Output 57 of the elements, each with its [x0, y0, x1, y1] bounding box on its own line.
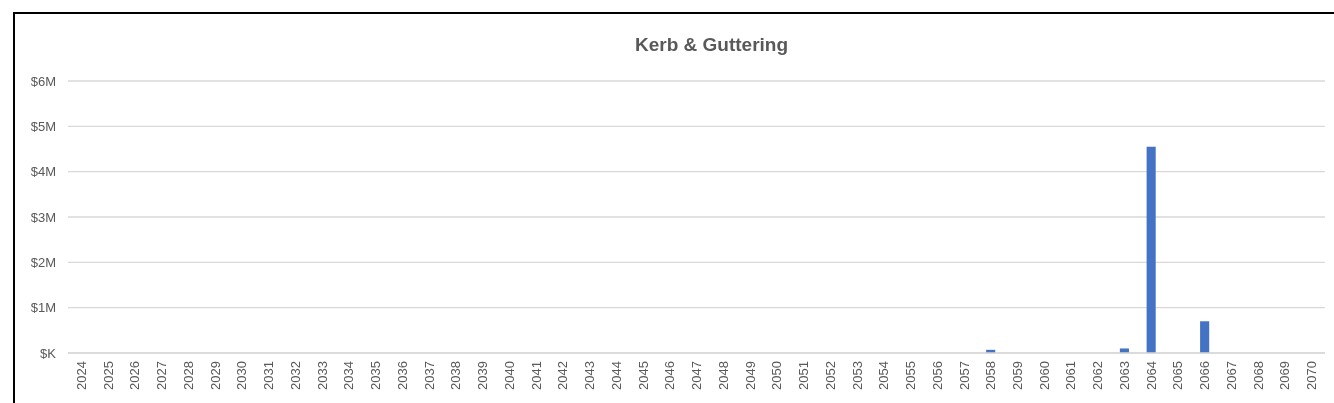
x-tick-label: 2031: [261, 361, 277, 390]
x-tick-label: 2068: [1250, 361, 1266, 390]
x-tick-label: 2038: [448, 361, 464, 390]
x-tick-label: 2067: [1223, 361, 1239, 390]
x-tick-label: 2043: [582, 361, 598, 390]
chart-title: Kerb & Guttering: [634, 34, 789, 55]
x-tick-label: 2049: [742, 361, 758, 390]
x-tick-label: 2053: [849, 361, 865, 390]
x-tick-label: 2051: [796, 361, 812, 390]
x-tick-label: 2062: [1090, 361, 1106, 390]
x-tick-label: 2063: [1116, 361, 1132, 390]
x-tick-label: 2064: [1143, 361, 1159, 390]
x-tick-label: 2058: [983, 361, 999, 390]
x-tick-label: 2046: [662, 361, 678, 390]
x-tick-label: 2037: [421, 361, 437, 390]
x-tick-label: 2024: [73, 361, 89, 390]
x-tick-label: 2042: [555, 361, 571, 390]
x-tick-label: 2033: [314, 361, 330, 390]
x-tick-label: 2039: [475, 361, 491, 390]
x-tick-label: 2055: [903, 361, 919, 390]
x-tick-label: 2059: [1009, 361, 1025, 390]
x-tick-label: 2066: [1197, 361, 1213, 390]
x-tick-label: 2054: [876, 361, 892, 390]
y-tick-label: $6M: [30, 73, 56, 89]
x-tick-label: 2036: [394, 361, 410, 390]
x-tick-label: 2030: [234, 361, 250, 390]
x-tick-label: 2034: [341, 361, 357, 390]
x-tick-label: 2057: [956, 361, 972, 390]
x-tick-label: 2029: [207, 361, 223, 390]
y-tick-label: $3M: [30, 209, 56, 225]
y-tick-label: $K: [40, 345, 57, 361]
x-tick-label: 2032: [287, 361, 303, 390]
x-tick-label: 2052: [822, 361, 838, 390]
y-tick-label: $2M: [30, 254, 56, 270]
y-tick-label: $4M: [30, 164, 56, 180]
bar: [1146, 146, 1156, 353]
y-tick-label: $1M: [30, 300, 56, 316]
x-tick-label: 2061: [1063, 361, 1079, 390]
x-tick-label: 2041: [528, 361, 544, 390]
bar: [1200, 321, 1210, 353]
x-tick-label: 2070: [1304, 361, 1320, 390]
x-tick-label: 2060: [1036, 361, 1052, 390]
x-tick-label: 2056: [929, 361, 945, 390]
x-tick-label: 2047: [689, 361, 705, 390]
x-tick-label: 2035: [368, 361, 384, 390]
x-tick-label: 2045: [635, 361, 651, 390]
x-tick-label: 2069: [1277, 361, 1293, 390]
x-tick-label: 2025: [100, 361, 116, 390]
x-tick-label: 2026: [127, 361, 143, 390]
x-tick-label: 2044: [608, 361, 624, 390]
x-tick-label: 2040: [501, 361, 517, 390]
x-tick-label: 2065: [1170, 361, 1186, 390]
x-tick-label: 2048: [715, 361, 731, 390]
x-tick-label: 2050: [769, 361, 785, 390]
y-tick-label: $5M: [30, 118, 56, 134]
x-tick-label: 2028: [180, 361, 196, 390]
x-tick-label: 2027: [154, 361, 170, 390]
